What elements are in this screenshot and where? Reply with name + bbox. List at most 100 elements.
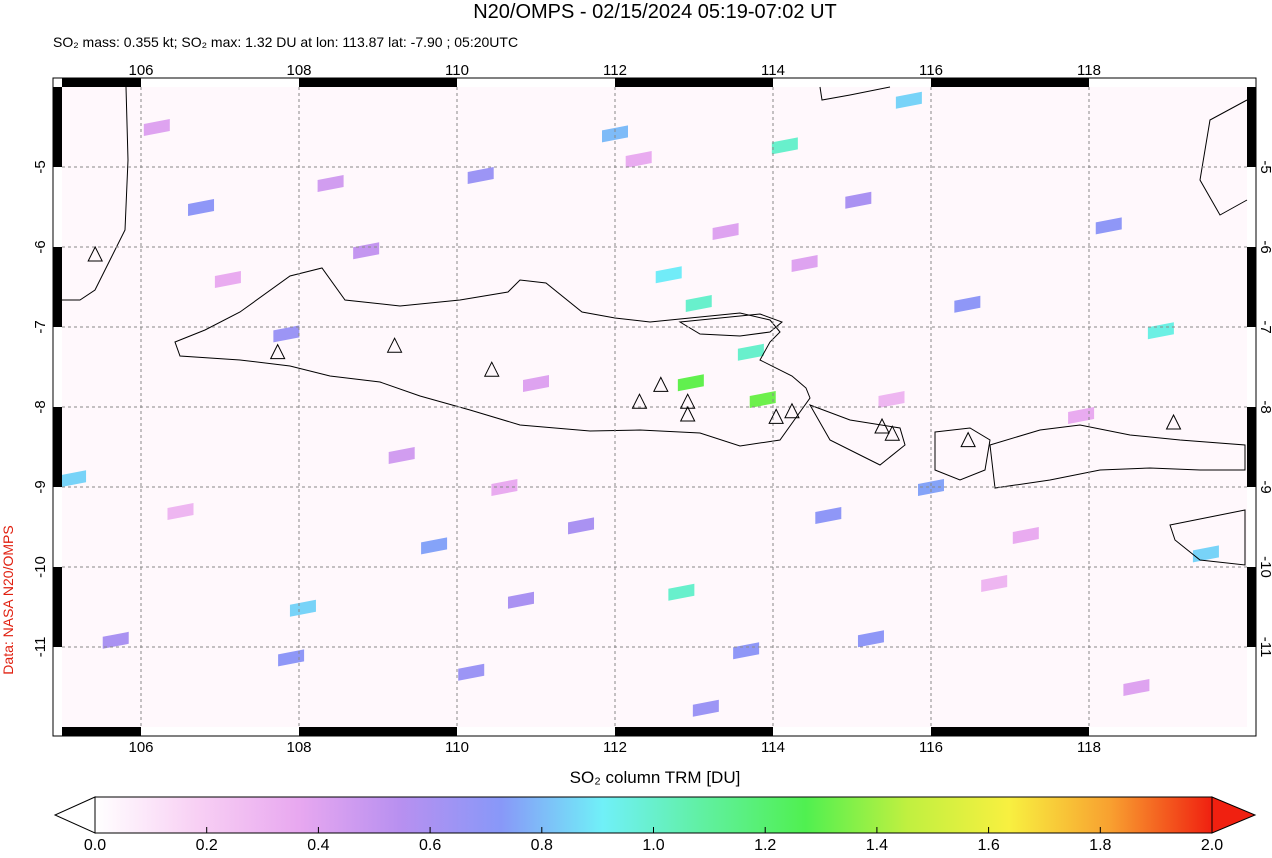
so2-pixel [655,266,682,284]
frame-strip [62,78,141,87]
volcano [784,402,800,419]
frame-strip [1247,87,1256,167]
colorbar-tick-label: 1.6 [977,837,999,853]
so2-pixel [102,631,129,649]
volcano [631,393,648,409]
grid-layer [62,87,1247,727]
so2-pixel [981,575,1008,592]
so2-pixel [491,479,518,496]
volcano [386,337,403,353]
subtitle: SO₂ mass: 0.355 kt; SO₂ max: 1.32 DU at … [53,34,518,50]
colorbar-under [53,796,96,834]
volcano [87,245,103,262]
volcano [483,361,500,377]
so2-pixel [845,191,872,209]
so2-pixel [602,125,628,143]
sulawesi-coast [1199,99,1248,216]
volcano [269,343,286,360]
x-tick-label: 110 [445,62,469,79]
x-tick-label: 116 [919,62,943,79]
colorbar-tick-label: 1.8 [1089,837,1111,853]
colorbar-tick-label: 0.2 [196,837,218,853]
borneo-coast [819,86,891,101]
so2-pixel [421,537,448,555]
so2-pixel [278,649,305,667]
frame-strip [53,87,62,167]
so2-pixel [1068,407,1095,424]
x-tick-label: 114 [761,739,785,756]
frame: 106 106 108 108 110 110 112 112 114 114 116 116 118 1… [32,62,1272,756]
so2-pixel [507,591,534,609]
colorbar-over [1211,796,1257,834]
pixel-layer [60,91,1219,717]
x-tick-label: 112 [603,62,627,79]
volcano [884,425,901,441]
so2-pixel [568,517,595,535]
so2-pixel [317,175,344,192]
x-tick-label: 112 [603,739,627,756]
volcano [679,393,696,409]
volcano [679,405,696,422]
title: N20/OMPS - 02/15/2024 05:19-07:02 UT [473,1,837,23]
so2-pixel [188,199,215,216]
coastlines [62,86,1248,566]
y-tick-label: -5 [1257,160,1272,173]
so2-pixel [458,663,485,681]
so2-pixel [954,295,981,313]
so2-pixel [857,630,884,648]
so2-pixel [677,374,704,392]
source-label: Data: NASA N20/OMPS [0,525,16,674]
y-tick-label: -6 [32,240,49,253]
volcano [768,408,784,424]
x-tick-label: 108 [286,62,311,79]
colorbar-tick-label: 1.4 [866,837,888,853]
so2-pixel [167,503,194,520]
frame-strip [1247,567,1256,647]
so2-pixel [685,295,712,312]
so2-pixel [143,119,170,136]
y-tick-label: -10 [1257,556,1272,578]
x-tick-label: 118 [1077,739,1101,756]
so2-pixel [1192,545,1219,563]
so2-pixel [214,271,241,288]
volcano [653,376,669,392]
frame-strip [1247,247,1256,327]
y-tick-label: -11 [1257,637,1272,658]
so2-pixel [895,91,922,109]
x-tick-label: 106 [128,62,153,79]
frame-strip [53,247,62,327]
frame-strip [931,78,1089,87]
so2-pixel [353,242,380,260]
colorbar-tick-label: 0.6 [419,837,441,853]
frame-strip [62,727,141,736]
volcano-layer [87,245,1182,448]
frame-strip [1247,407,1256,487]
y-tick-label: -10 [32,556,49,578]
so2-pixel [523,375,549,392]
map-area [62,87,1247,727]
frame-strip [299,78,457,87]
so2-pixel [737,343,764,361]
so2-pixel [467,167,494,184]
so2-pixel [733,642,760,660]
colorbar-tick-label: 1.0 [642,837,664,853]
volcano [1165,413,1182,430]
so2-pixel [918,479,944,496]
x-tick-label: 116 [919,739,943,756]
y-tick-label: -6 [1257,240,1272,253]
x-tick-label: 118 [1077,62,1101,79]
so2-pixel [60,470,87,488]
frame-strip [53,567,62,647]
sumatra-coast [62,86,129,301]
x-tick-label: 106 [128,739,153,756]
so2-pixel [273,325,300,343]
lombok-coast [934,427,991,481]
colorbar: 0.0 0.2 0.4 0.6 0.8 1.0 1.2 1.4 1.6 1.8 2.0 [53,796,1257,854]
bali-coast [808,404,906,466]
x-tick-label: 114 [761,62,785,79]
y-tick-label: -9 [32,480,49,493]
frame-strip [615,727,773,736]
so2-pixel [791,255,818,272]
